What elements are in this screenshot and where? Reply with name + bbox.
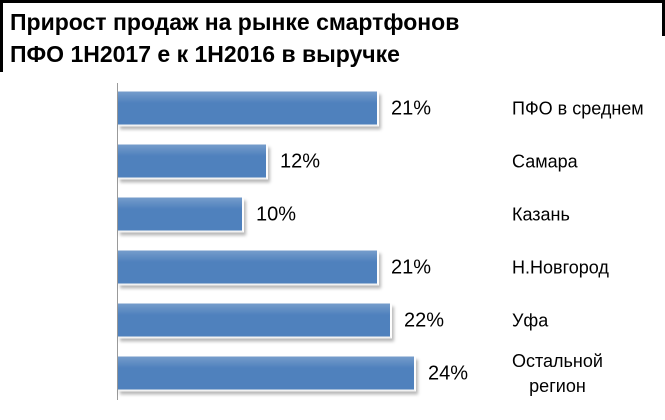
chart-title: Прирост продаж на рынке смартфонов ПФО 1… — [10, 6, 459, 70]
bar-row: 21% Н.Новгород — [118, 241, 664, 294]
bar — [118, 250, 379, 286]
value-label: 24% — [428, 362, 469, 385]
bar-row: 10% Казань — [118, 189, 664, 242]
plot-area: 21% ПФО в среднем 12% Самара 10% Казань 21% Н.Н… — [117, 83, 664, 400]
chart-title-line-1: Прирост продаж на рынке смартфонов — [10, 9, 460, 35]
frame-border-left — [0, 0, 3, 72]
category-label: Казань — [512, 204, 570, 225]
category-label: Уфа — [512, 310, 549, 331]
value-label: 21% — [391, 256, 432, 279]
value-label: 10% — [256, 203, 297, 226]
bar — [118, 356, 416, 392]
bar-row: 24% Остальной регион — [118, 347, 664, 400]
category-label: ПФО в среднем — [512, 98, 644, 119]
value-label: 22% — [404, 309, 445, 332]
bar-row: 21% ПФО в среднем — [118, 83, 664, 136]
category-label: Н.Новгород — [512, 257, 609, 278]
value-label: 12% — [280, 150, 321, 173]
bar-row: 12% Самара — [118, 136, 664, 189]
category-label: Остальной регион — [512, 350, 603, 396]
chart-title-line-2: ПФО 1Н2017 е к 1Н2016 в выручке — [10, 41, 400, 67]
bar — [118, 91, 379, 127]
bar-row: 22% Уфа — [118, 294, 664, 347]
frame-border-right — [662, 0, 665, 36]
bar — [118, 303, 392, 339]
frame-border-top — [0, 0, 665, 3]
category-label: Самара — [512, 151, 578, 172]
bar — [118, 197, 244, 233]
bar — [118, 144, 268, 180]
value-label: 21% — [391, 97, 432, 120]
